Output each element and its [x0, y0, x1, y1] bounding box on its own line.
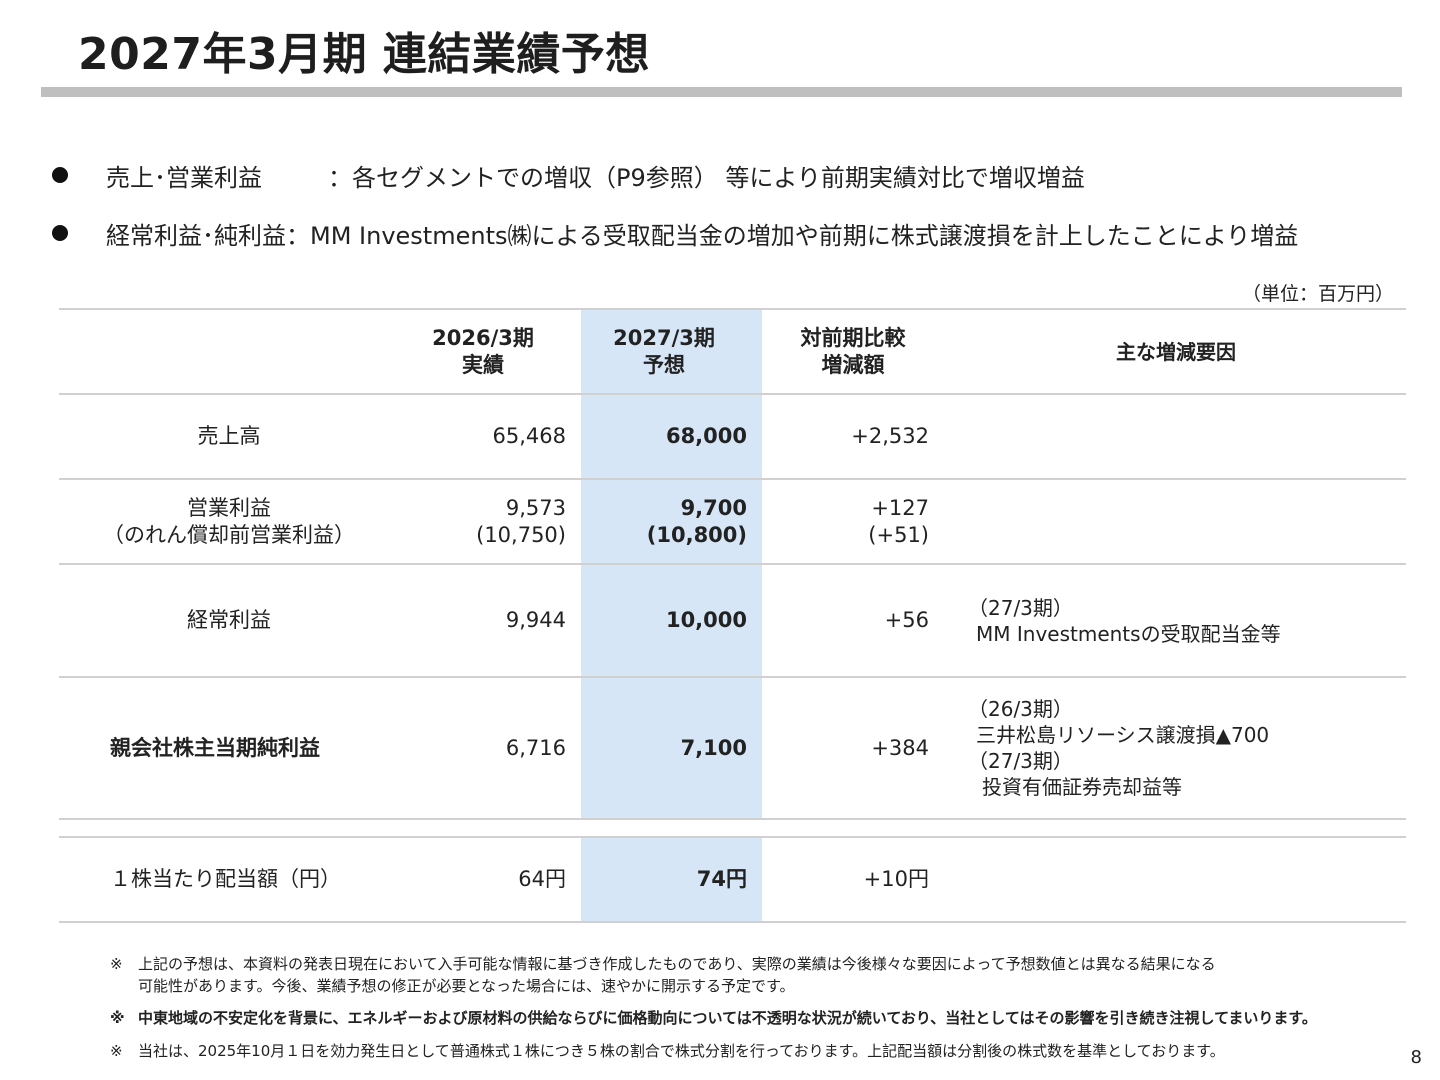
row-reason-net-income: （26/3期） 三井松島リソーシス譲渡損▲700 （27/3期） 投資有価証券売…	[968, 697, 1270, 799]
table-rule	[59, 478, 1406, 480]
table-rule-bottom	[59, 921, 1406, 923]
bullet-dot-icon	[52, 167, 68, 183]
row-prev-sales: 65,468	[492, 424, 566, 448]
row-prev-operating-profit: 9,573 (10,750)	[476, 495, 566, 547]
bullet-dot-icon	[52, 225, 68, 241]
footnote-middle-east: ※ 中東地域の不安定化を背景に、エネルギーおよび原材料の供給ならびに価格動向につい…	[110, 1009, 1317, 1027]
row-diff-sales: +2,532	[851, 424, 929, 448]
row-prev-dividend: 64円	[518, 867, 566, 891]
bullet-text: ：各セグメントでの増収（P9参照） 等により前期実績対比で増収増益	[328, 163, 1085, 192]
note-mark: ※	[110, 1042, 123, 1060]
table-rule	[59, 818, 1406, 820]
forecast-column-highlight-dividend	[581, 837, 762, 922]
unit-label: （単位：百万円）	[1241, 283, 1394, 305]
table-rule-top	[59, 308, 1406, 310]
row-label-sales: 売上高	[197, 424, 261, 448]
row-forecast-sales: 68,000	[665, 424, 747, 448]
table-rule	[59, 836, 1406, 838]
header-reason: 主な増減要因	[1116, 339, 1236, 364]
row-diff-net-income: +384	[871, 735, 929, 760]
row-label-net-income: 親会社株主当期純利益	[110, 735, 320, 760]
row-forecast-net-income: 7,100	[680, 735, 747, 760]
row-diff-operating-profit: +127 (+51)	[868, 495, 929, 547]
bullet-label: 売上･営業利益	[106, 163, 262, 192]
row-forecast-ordinary-profit: 10,000	[665, 608, 747, 632]
title-divider	[41, 87, 1402, 97]
row-label-dividend: １株当たり配当額（円）	[110, 867, 341, 891]
note-mark: ※	[110, 1009, 125, 1027]
table-rule	[59, 393, 1406, 395]
page-number: 8	[1410, 1047, 1422, 1068]
row-prev-ordinary-profit: 9,944	[505, 608, 566, 632]
page-title: 2027年3月期 連結業績予想	[78, 29, 650, 80]
note-mark: ※	[110, 955, 123, 973]
row-forecast-operating-profit: 9,700 (10,800)	[646, 495, 747, 547]
footnote-stock-split: ※ 当社は、2025年10月１日を効力発生日として普通株式１株につき５株の割合で株…	[110, 1042, 1225, 1060]
row-label-operating-profit: 営業利益 （のれん償却前営業利益）	[103, 495, 355, 547]
row-diff-dividend: +10円	[863, 867, 929, 891]
header-prev: 2026/3期 実績	[432, 325, 534, 377]
row-forecast-dividend: 74円	[696, 867, 747, 891]
row-label-ordinary-profit: 経常利益	[187, 608, 271, 632]
table-rule	[59, 563, 1406, 565]
header-diff: 対前期比較 増減額	[800, 325, 906, 377]
bullet-ordinary-net: 経常利益･純利益 ：MM Investments㈱による受取配当金の増加や前期に…	[52, 215, 1432, 251]
table-rule	[59, 676, 1406, 678]
bullet-label: 経常利益･純利益	[106, 221, 286, 250]
header-forecast: 2027/3期 予想	[613, 325, 715, 377]
row-reason-ordinary-profit: （27/3期） MM Investmentsの受取配当金等	[968, 595, 1281, 646]
row-prev-net-income: 6,716	[505, 735, 566, 760]
bullet-sales-operating: 売上･営業利益 ：各セグメントでの増収（P9参照） 等により前期実績対比で増収増…	[52, 157, 1432, 193]
row-diff-ordinary-profit: +56	[884, 608, 929, 632]
bullet-text: ：MM Investments㈱による受取配当金の増加や前期に株式譲渡損を計上し…	[286, 221, 1299, 250]
footnote-forecast-disclaimer: ※ 上記の予想は、本資料の発表日現在において入手可能な情報に基づき作成したものであ…	[110, 955, 1216, 995]
